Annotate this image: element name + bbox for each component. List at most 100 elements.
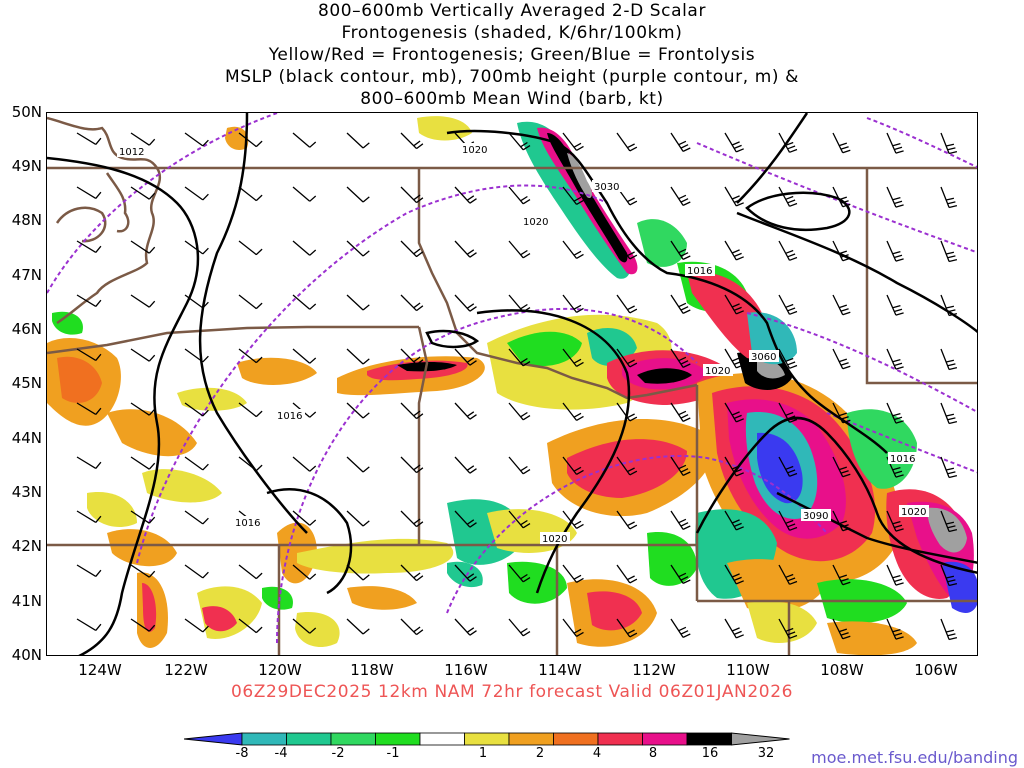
wind-barb: [454, 294, 477, 312]
wind-barb: [778, 348, 798, 369]
frontolysis-area: [757, 432, 803, 504]
wind-barb: [400, 456, 424, 474]
wind-barb: [508, 132, 531, 151]
mslp-contour: [266, 488, 353, 595]
wind-barb: [940, 618, 958, 641]
idaho-west-border: [417, 326, 429, 545]
wind-barb: [670, 456, 691, 476]
lat-label: 45N: [11, 374, 42, 392]
colorbar-cell: [731, 732, 790, 746]
svg-text:1012: 1012: [119, 147, 144, 158]
colorbar-label: 4: [592, 746, 602, 761]
title-line-3: Yellow/Red = Frontogenesis; Green/Blue =…: [268, 45, 756, 65]
wind-barb: [778, 564, 798, 585]
wind-barb: [562, 240, 584, 259]
wind-barb: [562, 186, 584, 205]
height-contour: [746, 312, 977, 414]
wind-barb: [400, 348, 424, 366]
wind-barb: [616, 510, 638, 530]
wind-barb: [616, 294, 638, 314]
wind-barb: [76, 618, 102, 631]
lon-label: 120W: [258, 661, 302, 679]
contour-label: 1016: [685, 264, 715, 277]
colorbar-label: 16: [701, 746, 719, 761]
wind-barb: [508, 348, 531, 367]
frontogenesis-area: [142, 583, 157, 632]
wind-barb: [184, 294, 209, 309]
colorbar: [184, 732, 790, 746]
wind-barb: [670, 402, 691, 422]
wind-barb: [346, 294, 370, 311]
contour-label: 3030: [592, 180, 622, 193]
wind-barb: [724, 510, 744, 531]
colorbar-label: -4: [274, 746, 288, 761]
wind-barb: [616, 240, 638, 260]
wind-barb: [562, 348, 584, 367]
wind-barb: [346, 510, 370, 527]
wind-barb: [940, 294, 958, 317]
wind-barb: [238, 240, 263, 256]
wind-barb: [76, 294, 102, 307]
height-contour: [47, 113, 278, 294]
mslp-contour: [745, 191, 851, 232]
lon-label: 114W: [538, 661, 582, 679]
wind-barb: [184, 132, 209, 147]
wind-barb: [76, 564, 102, 577]
wind-barb: [508, 456, 531, 475]
colorbar-label: 8: [648, 746, 658, 761]
wind-barb: [454, 186, 477, 204]
wind-barb: [940, 186, 958, 209]
wind-barb: [616, 402, 638, 422]
wind-barb: [886, 456, 904, 478]
wind-barb: [508, 294, 531, 313]
wind-barb: [454, 618, 477, 636]
frontolysis-area: [52, 311, 83, 335]
svg-text:3030: 3030: [594, 182, 619, 193]
wind-barb: [184, 456, 209, 471]
wind-barb: [562, 294, 584, 313]
wind-barb: [238, 186, 263, 202]
wind-barb: [508, 402, 531, 421]
lat-label: 42N: [11, 537, 42, 555]
contour-label: 1020: [703, 364, 733, 377]
wind-barb: [346, 564, 370, 581]
frontolysis-area: [447, 561, 483, 588]
wind-barb: [346, 348, 370, 365]
frontogenesis-area: [487, 509, 577, 553]
wind-barb: [184, 240, 209, 255]
wind-barb: [346, 240, 370, 257]
frontolysis-area: [647, 532, 697, 586]
wind-barb: [670, 240, 691, 260]
lat-label: 46N: [11, 320, 42, 338]
svg-text:1020: 1020: [705, 366, 730, 377]
frontogenesis-area: [547, 133, 628, 263]
colorbar-cell: [419, 732, 465, 746]
wind-barb: [832, 618, 851, 640]
frontogenesis-area: [927, 507, 967, 553]
wind-barb: [454, 456, 477, 474]
wind-barb: [76, 456, 102, 469]
wind-barb: [400, 294, 424, 312]
frontogenesis-area: [567, 153, 592, 199]
svg-text:1020: 1020: [901, 507, 926, 518]
wind-barb: [886, 348, 904, 370]
wind-barb: [76, 132, 102, 145]
wind-barb: [184, 402, 209, 417]
wind-barb: [346, 456, 370, 473]
frontogenesis-area: [637, 368, 692, 384]
forecast-valid-time: 06Z29DEC2025 12km NAM 72hr forecast Vali…: [230, 682, 794, 702]
colorbar-label: -1: [386, 746, 400, 761]
contour-label: 1016: [888, 452, 918, 465]
mslp-contours: [47, 113, 977, 655]
lon-label: 122W: [164, 661, 208, 679]
wind-barb: [346, 186, 370, 203]
frontogenesis-area: [347, 586, 417, 610]
colorbar-cell: [508, 732, 554, 746]
wind-barb: [238, 456, 263, 472]
wind-barb: [616, 564, 638, 584]
wind-barb: [346, 402, 370, 419]
colorbar-label: 32: [757, 746, 775, 761]
svg-text:1020: 1020: [523, 217, 548, 228]
source-credit-link[interactable]: moe.met.fsu.edu/banding: [811, 748, 1018, 767]
wind-barb: [184, 348, 209, 363]
